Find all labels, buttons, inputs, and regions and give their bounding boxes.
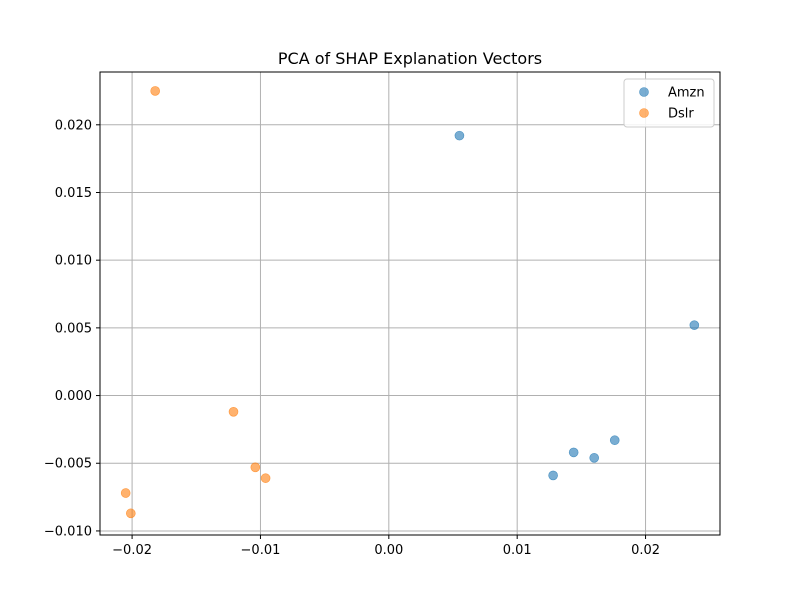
data-point-dslr xyxy=(260,473,271,483)
y-tick-label: −0.010 xyxy=(44,524,92,539)
x-axis: −0.02 −0.01 0.00 0.01 0.02 xyxy=(112,535,660,558)
legend-marker-dslr xyxy=(639,108,649,118)
y-tick-label: 0.010 xyxy=(55,254,92,269)
y-tick-label: −0.005 xyxy=(44,457,92,472)
x-tick-label: 0.00 xyxy=(374,543,403,558)
legend-label-amzn: Amzn xyxy=(668,86,705,101)
x-tick-label: 0.01 xyxy=(503,543,532,558)
data-point-amzn xyxy=(689,320,700,330)
data-point-dslr xyxy=(120,488,131,498)
legend-marker-amzn xyxy=(639,87,649,97)
data-point-amzn xyxy=(568,447,579,458)
data-points xyxy=(120,86,700,519)
y-axis: −0.010 −0.005 0.000 0.005 0.010 0.015 0.020 xyxy=(44,118,100,539)
y-tick-label: 0.015 xyxy=(55,186,92,201)
data-point-amzn xyxy=(454,130,465,141)
y-tick-label: 0.020 xyxy=(55,118,92,133)
x-tick-label: −0.02 xyxy=(112,543,152,558)
data-point-dslr xyxy=(126,508,136,519)
grid-lines xyxy=(100,72,720,535)
chart-title: PCA of SHAP Explanation Vectors xyxy=(278,49,542,68)
legend-label-dslr: Dslr xyxy=(668,107,694,122)
data-point-dslr xyxy=(150,86,160,96)
plot-area-frame xyxy=(99,71,721,536)
y-tick-label: 0.005 xyxy=(55,321,92,336)
data-point-dslr xyxy=(250,462,261,473)
x-tick-label: 0.02 xyxy=(631,543,660,558)
legend: Amzn Dslr xyxy=(623,78,715,128)
data-point-amzn xyxy=(609,435,620,446)
data-point-dslr xyxy=(228,407,239,417)
x-tick-label: −0.01 xyxy=(241,543,281,558)
data-point-amzn xyxy=(589,453,600,463)
y-tick-label: 0.000 xyxy=(55,389,92,404)
data-point-amzn xyxy=(548,470,558,481)
